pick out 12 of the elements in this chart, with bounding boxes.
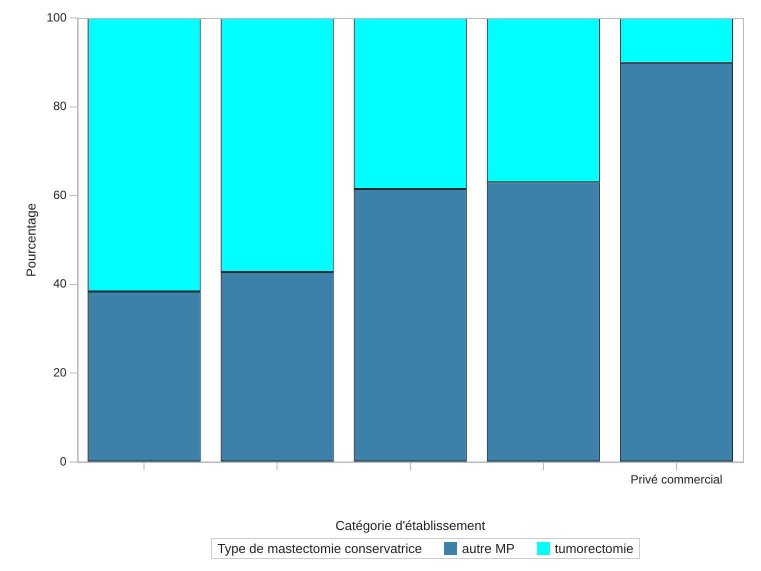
y-tick-label: 60: [53, 188, 67, 202]
y-tick-label: 20: [53, 366, 67, 380]
y-tick-label: 40: [53, 276, 67, 291]
x-tick-label: Privé commercial: [630, 472, 722, 487]
legend-title: Type de mastectomie conservatrice: [218, 541, 422, 556]
legend-label: tumorectomie: [554, 541, 634, 556]
x-axis-title: Catégorie d'établissement: [335, 518, 486, 533]
y-axis-title: Pourcentage: [23, 203, 38, 277]
legend-label: autre MP: [462, 541, 515, 556]
y-tick-label: 0: [60, 454, 67, 468]
y-tick-label: 80: [53, 99, 67, 114]
y-tick-label: 100: [46, 10, 67, 24]
